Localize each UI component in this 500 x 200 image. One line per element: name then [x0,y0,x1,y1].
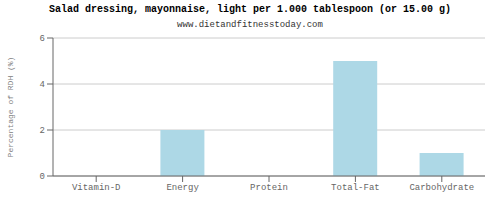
svg-text:Vitamin-D: Vitamin-D [72,183,121,193]
svg-text:6: 6 [40,34,45,44]
svg-text:2: 2 [40,126,45,136]
svg-text:Percentage of RDH (%): Percentage of RDH (%) [8,57,15,158]
html-text:Salad dressing, mayonnaise, li: Salad dressing, mayonnaise, light per 1.… [49,4,451,15]
html-text:www.dietandfitnesstoday.com: www.dietandfitnesstoday.com [177,20,323,30]
svg-text:4: 4 [40,80,45,90]
svg-text:Carbohydrate: Carbohydrate [409,183,474,193]
svg-text:Energy: Energy [166,183,199,193]
svg-text:Total-Fat: Total-Fat [331,183,380,193]
svg-text:Protein: Protein [250,183,288,193]
svg-text:0: 0 [40,172,45,182]
